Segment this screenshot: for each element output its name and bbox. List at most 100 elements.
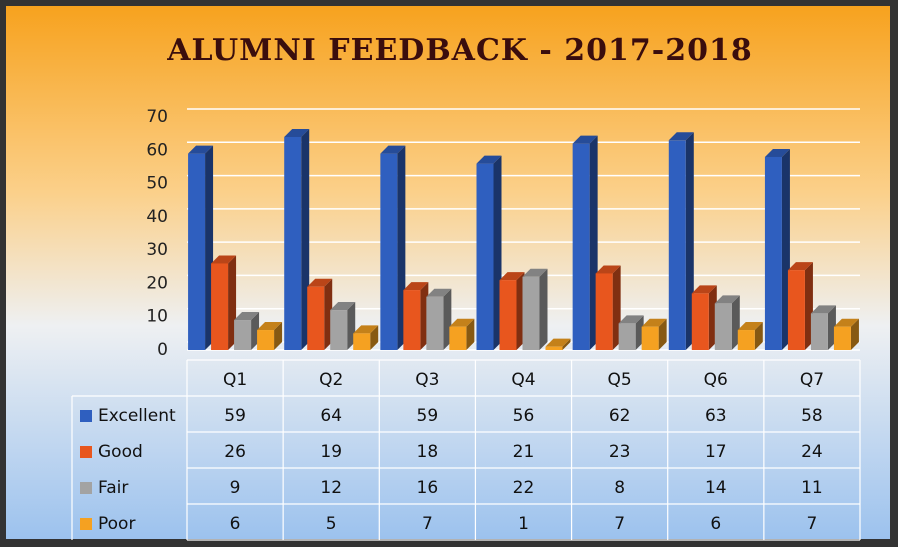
table-value: 8 [614, 478, 625, 498]
bar [188, 153, 206, 350]
bar-top [641, 318, 667, 327]
table-value: 5 [326, 514, 337, 534]
bar-top [764, 148, 790, 157]
bar-top [545, 338, 571, 347]
bar [476, 163, 494, 350]
table-value: 11 [801, 478, 823, 498]
bar [449, 326, 467, 350]
bar [426, 296, 444, 350]
table-value: 6 [710, 514, 721, 534]
bar-top [787, 262, 813, 271]
x-tick-label: Q4 [511, 370, 535, 390]
bar-top [737, 322, 763, 331]
y-tick-label: 30 [146, 240, 168, 260]
bar [810, 313, 828, 350]
table-value: 63 [705, 406, 727, 426]
x-tick-label: Q7 [800, 370, 824, 390]
x-tick-label: Q5 [608, 370, 632, 390]
bar [211, 263, 229, 350]
table-value: 1 [518, 514, 529, 534]
bar-side [370, 325, 379, 350]
bar-top [330, 302, 356, 311]
x-tick-label: Q2 [319, 370, 343, 390]
y-tick-label: 50 [146, 174, 168, 194]
bar-top [833, 318, 859, 327]
legend-label: Fair [98, 478, 128, 498]
table-value: 62 [609, 406, 631, 426]
legend-swatch [80, 446, 92, 458]
bar-side [274, 322, 283, 350]
table-value: 59 [417, 406, 439, 426]
table-value: 16 [417, 478, 439, 498]
bar [403, 290, 421, 350]
table-value: 7 [422, 514, 433, 534]
bar-top [426, 288, 452, 297]
bar [572, 143, 590, 350]
bar-top [234, 312, 260, 321]
bar-top [403, 282, 429, 291]
table-value: 6 [230, 514, 241, 534]
x-tick-label: Q3 [415, 370, 439, 390]
bar-top [522, 268, 548, 277]
bar-top [449, 318, 475, 327]
bar [737, 330, 755, 350]
bar-top [188, 145, 214, 154]
table-value: 19 [320, 442, 342, 462]
bar [764, 156, 782, 350]
table-value: 21 [513, 442, 535, 462]
bar [284, 136, 302, 350]
table-value: 9 [230, 478, 241, 498]
x-tick-label: Q6 [704, 370, 728, 390]
y-tick-label: 10 [146, 307, 168, 327]
legend-label: Good [98, 442, 143, 462]
bar-top [284, 128, 310, 137]
bar [833, 326, 851, 350]
table-value: 7 [807, 514, 818, 534]
bar-top [572, 135, 598, 144]
table-value: 14 [705, 478, 727, 498]
legend-swatch [80, 518, 92, 530]
bar [545, 346, 563, 350]
table-value: 7 [614, 514, 625, 534]
table-value: 26 [224, 442, 246, 462]
table-value: 22 [513, 478, 535, 498]
chart-title: ALUMNI FEEDBACK - 2017-2018 [166, 33, 752, 68]
bar [380, 153, 398, 350]
legend-swatch [80, 482, 92, 494]
table-value: 58 [801, 406, 823, 426]
legend-label: Excellent [98, 406, 176, 426]
bar-top [257, 322, 283, 331]
y-tick-label: 60 [146, 140, 168, 160]
table-value: 18 [417, 442, 439, 462]
bar [499, 280, 517, 350]
bar [330, 310, 348, 350]
bar-side [539, 268, 548, 350]
bar [353, 333, 371, 350]
bar [234, 320, 252, 350]
x-tick-label: Q1 [223, 370, 247, 390]
bar [714, 303, 732, 350]
bar-top [476, 155, 502, 164]
bar-top [380, 145, 406, 154]
bar-top [353, 325, 379, 334]
bar-top [307, 278, 333, 287]
bar [307, 286, 325, 350]
bar-top [618, 315, 644, 324]
bar-side [562, 338, 571, 350]
bar-top [691, 285, 717, 294]
table-value: 12 [320, 478, 342, 498]
bar-side [658, 318, 667, 350]
bar-top [714, 295, 740, 304]
table-value: 59 [224, 406, 246, 426]
legend-label: Poor [98, 514, 135, 534]
bar-top [668, 132, 694, 141]
table-value: 23 [609, 442, 631, 462]
table-value: 64 [320, 406, 342, 426]
bar-side [466, 318, 475, 350]
bar [641, 326, 659, 350]
bar-top [595, 265, 621, 274]
background [6, 6, 890, 539]
bar [787, 270, 805, 350]
y-tick-label: 20 [146, 273, 168, 293]
